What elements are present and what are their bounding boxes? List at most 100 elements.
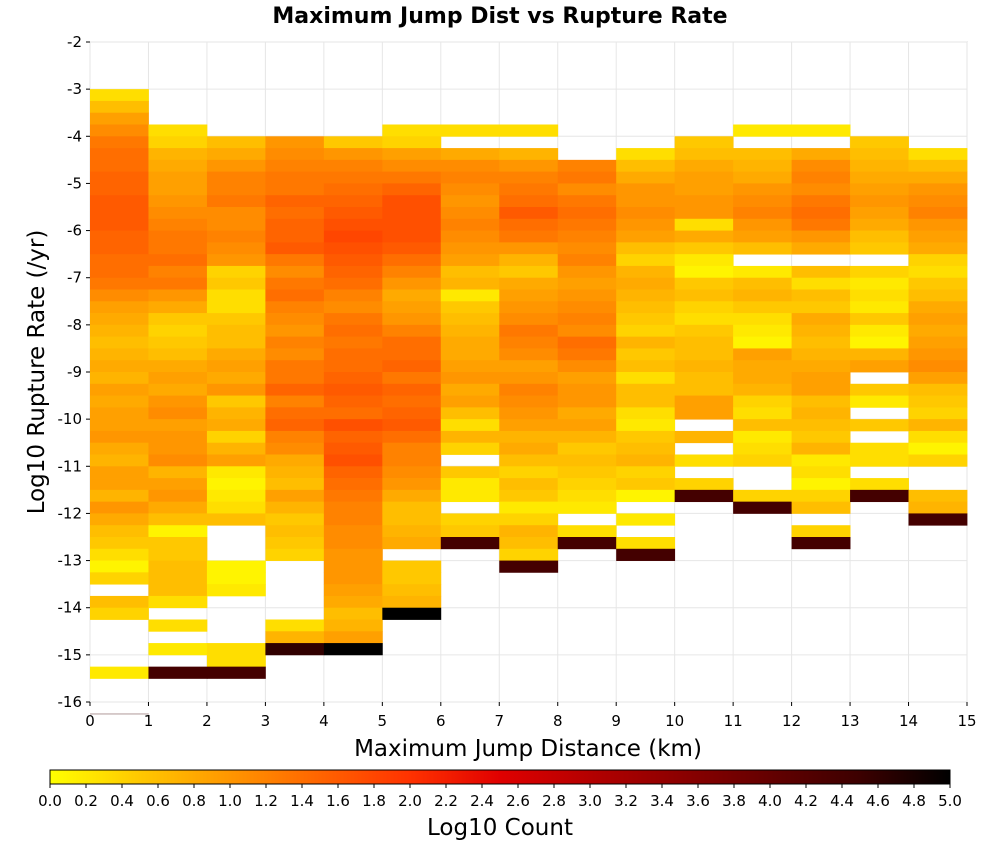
colorbar-tick-label: 2.2 xyxy=(434,792,458,810)
heatmap-cell xyxy=(90,183,149,196)
heatmap-cell xyxy=(440,466,500,479)
heatmap-cell xyxy=(382,466,442,479)
y-tick-label: -5 xyxy=(67,174,82,192)
heatmap-cell xyxy=(557,525,617,538)
heatmap-cell xyxy=(850,218,909,231)
heatmap-cell xyxy=(148,489,208,503)
heatmap-cell xyxy=(733,454,792,467)
y-tick-label: -7 xyxy=(67,269,82,287)
heatmap-cell xyxy=(382,313,442,326)
heatmap-cell xyxy=(323,171,383,184)
heatmap-cell xyxy=(206,407,266,420)
heatmap-cell xyxy=(616,360,676,373)
heatmap-cell xyxy=(674,383,734,396)
heatmap-cell xyxy=(557,207,617,220)
heatmap-cell xyxy=(206,572,266,585)
heatmap-cell xyxy=(382,395,442,408)
heatmap-cell xyxy=(499,313,559,326)
heatmap-cell xyxy=(499,419,559,432)
heatmap-cell xyxy=(557,159,617,173)
heatmap-cell xyxy=(499,454,559,467)
heatmap-cell xyxy=(382,383,442,396)
heatmap-cell xyxy=(850,360,909,373)
heatmap-cell xyxy=(148,430,208,444)
heatmap-cell xyxy=(90,525,149,538)
heatmap-cell xyxy=(733,360,792,373)
heatmap-cell xyxy=(557,242,617,255)
heatmap-cell xyxy=(148,348,208,361)
heatmap-cell xyxy=(323,324,383,338)
heatmap-cell xyxy=(674,478,734,491)
heatmap-cell xyxy=(616,383,676,396)
heatmap-cell xyxy=(148,372,208,385)
heatmap-cell xyxy=(499,466,559,479)
heatmap-cell xyxy=(791,183,851,196)
heatmap-cell xyxy=(323,301,383,314)
heatmap-cell xyxy=(440,324,500,338)
heatmap-cell xyxy=(90,595,149,609)
x-tick-label: 13 xyxy=(841,712,860,730)
heatmap-cell xyxy=(90,112,149,125)
heatmap-cell xyxy=(323,289,383,302)
heatmap-cell xyxy=(557,348,617,361)
heatmap-cell xyxy=(265,148,325,161)
x-tick-label: 7 xyxy=(494,712,504,730)
colorbar-tick-label: 4.6 xyxy=(866,792,890,810)
heatmap-cell xyxy=(90,218,149,231)
heatmap-cell xyxy=(90,466,149,479)
heatmap-cell xyxy=(850,195,909,208)
heatmap-cell xyxy=(791,348,851,361)
heatmap-cell xyxy=(674,171,734,184)
heatmap-cell xyxy=(557,183,617,196)
x-tick-label: 3 xyxy=(261,712,271,730)
heatmap-cell xyxy=(90,324,149,338)
heatmap-cell xyxy=(616,207,676,220)
heatmap-cell xyxy=(499,442,559,455)
colorbar-tick-label: 1.8 xyxy=(362,792,386,810)
heatmap-cell xyxy=(265,171,325,184)
heatmap-cell xyxy=(499,277,559,290)
heatmap-cell xyxy=(440,395,500,408)
heatmap-cell xyxy=(323,419,383,432)
heatmap-cell xyxy=(850,324,909,338)
heatmap-cell xyxy=(674,207,734,220)
heatmap-cell xyxy=(908,277,968,290)
heatmap-cell xyxy=(148,501,208,514)
heatmap-cell xyxy=(440,277,500,290)
heatmap-cell xyxy=(499,501,559,514)
heatmap-cell xyxy=(323,537,383,550)
heatmap-cell xyxy=(323,595,383,609)
heatmap-cell xyxy=(791,301,851,314)
heatmap-cell xyxy=(382,265,442,279)
heatmap-cell xyxy=(908,324,968,338)
heatmap-cell xyxy=(323,395,383,408)
heatmap-cell xyxy=(850,183,909,196)
y-tick-label: -10 xyxy=(58,410,83,428)
heatmap-cell xyxy=(850,159,909,173)
heatmap-cell xyxy=(90,254,149,267)
heatmap-cell xyxy=(557,454,617,467)
heatmap-cell xyxy=(323,136,383,149)
heatmap-cell xyxy=(791,289,851,302)
heatmap-cell xyxy=(323,525,383,538)
heatmap-cell xyxy=(148,383,208,396)
heatmap-cell xyxy=(382,159,442,173)
y-tick-label: -13 xyxy=(58,552,83,570)
heatmap-cell xyxy=(616,513,676,526)
heatmap-cell xyxy=(850,313,909,326)
heatmap-cell xyxy=(265,195,325,208)
colorbar-tick-label: 0.8 xyxy=(182,792,206,810)
heatmap-cell xyxy=(90,407,149,420)
heatmap-cell xyxy=(206,218,266,231)
heatmap-cell xyxy=(791,489,851,503)
x-tick-label: 5 xyxy=(378,712,388,730)
heatmap-cell xyxy=(674,395,734,408)
heatmap-cell xyxy=(440,537,500,550)
heatmap-cell xyxy=(733,207,792,220)
y-tick-label: -14 xyxy=(58,599,83,617)
heatmap-cell xyxy=(908,430,968,444)
heatmap-cell xyxy=(557,478,617,491)
heatmap-cell xyxy=(733,159,792,173)
heatmap-cell xyxy=(265,230,325,243)
heatmap-cell xyxy=(440,195,500,208)
